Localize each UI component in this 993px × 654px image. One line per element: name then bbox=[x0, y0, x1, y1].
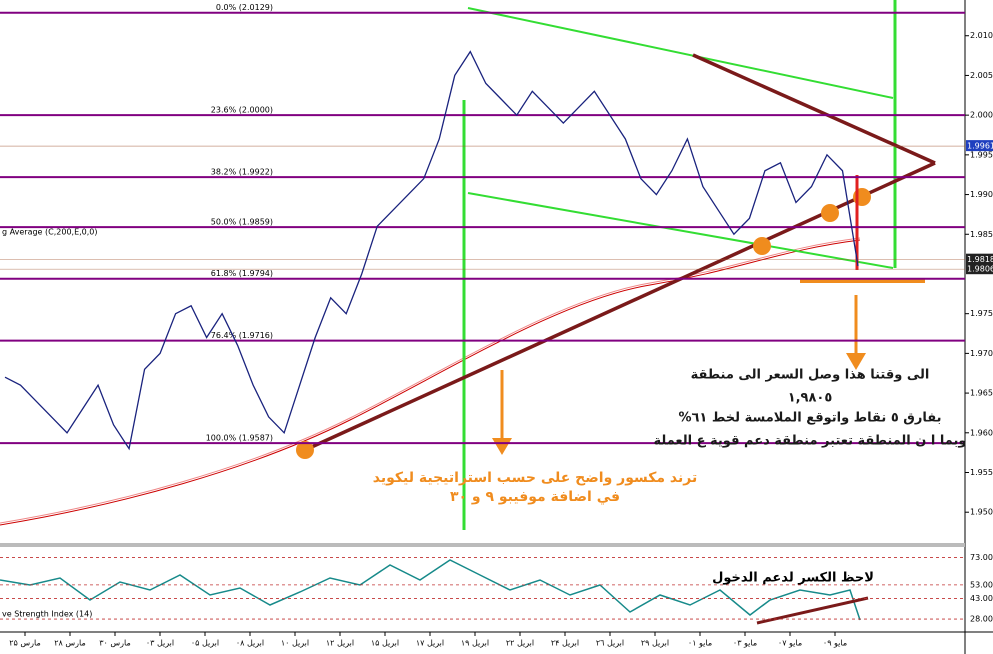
note-annotation: الى وقتنا هذا وصل السعر الى منطقة bbox=[691, 368, 930, 383]
x-tick-label: ابريل ۰۵ bbox=[191, 639, 219, 648]
x-tick-label: ابريل ۲۴ bbox=[551, 639, 579, 648]
rsi-tick-label: 28.00 bbox=[970, 615, 993, 624]
y-tick-label: 1.9650 bbox=[970, 389, 993, 398]
x-tick-label: مايو ۰۳ bbox=[733, 639, 757, 648]
trend-annotation: ترند مكسور واضح على حسب استراتيجية ليكوي… bbox=[373, 470, 697, 486]
x-tick-label: مايو ۰۱ bbox=[688, 639, 712, 648]
indicator-label: g Average (C,200,E,0,0) bbox=[2, 228, 98, 237]
fib-label: 76.4% (1.9716) bbox=[211, 331, 273, 340]
channel-bottom bbox=[467, 192, 894, 269]
touch-point bbox=[296, 441, 314, 459]
price-box-label: 1.9961 bbox=[967, 142, 993, 151]
y-tick-label: 1.9700 bbox=[970, 349, 993, 358]
rsi-tick-label: 43.00 bbox=[970, 594, 993, 603]
y-tick-label: 2.0000 bbox=[970, 111, 993, 120]
fib-label: 50.0% (1.9859) bbox=[211, 218, 273, 227]
channel-top bbox=[467, 7, 894, 99]
x-tick-label: ابريل ۲۲ bbox=[506, 639, 534, 648]
rsi-tick-label: 73.00 bbox=[970, 553, 993, 562]
x-tick-label: ابريل ۲۹ bbox=[641, 639, 669, 648]
price-box bbox=[966, 263, 993, 275]
x-tick-label: مايو ۰۹ bbox=[823, 639, 847, 648]
trend-line bbox=[692, 53, 936, 165]
trend-annotation: في اضافة موفيبو ٩ و ٣٠ bbox=[450, 489, 620, 505]
x-tick-label: ابريل ۱۷ bbox=[416, 639, 444, 648]
y-tick-label: 1.9900 bbox=[970, 190, 993, 199]
x-tick-label: ابريل ۱۵ bbox=[371, 639, 399, 648]
price-line-series bbox=[4, 50, 859, 451]
rsi-line bbox=[0, 559, 861, 621]
y-tick-label: 1.9600 bbox=[970, 428, 993, 437]
fib-label: 100.0% (1.9587) bbox=[206, 434, 273, 443]
y-tick-label: 2.0050 bbox=[970, 71, 993, 80]
price-box-label: 1.9806 bbox=[967, 265, 993, 274]
price-box bbox=[966, 140, 993, 152]
y-tick-label: 1.9500 bbox=[970, 508, 993, 517]
y-tick-label: 2.0100 bbox=[970, 31, 993, 40]
x-tick-label: ابريل ۰۸ bbox=[236, 639, 264, 648]
y-tick-label: 1.9550 bbox=[970, 468, 993, 477]
rsi-annotation: لاحظ الكسر لدعم الدخول bbox=[712, 571, 874, 586]
x-tick-label: ابريل ۱۰ bbox=[281, 639, 309, 648]
x-tick-label: ابريل ۲٦ bbox=[596, 639, 624, 648]
arrow-head bbox=[846, 353, 866, 370]
y-tick-label: 1.9950 bbox=[970, 150, 993, 159]
y-tick-label: 1.9850 bbox=[970, 230, 993, 239]
fib-label: 61.8% (1.9794) bbox=[211, 269, 273, 278]
x-tick-label: ابريل ۱۲ bbox=[326, 639, 354, 648]
fib-label: 38.2% (1.9922) bbox=[211, 168, 273, 177]
rsi-tick-label: 53.00 bbox=[970, 580, 993, 589]
touch-point bbox=[753, 237, 771, 255]
x-tick-label: مارس ۲۸ bbox=[54, 639, 86, 648]
x-tick-label: ابريل ۰۳ bbox=[146, 639, 174, 648]
x-tick-label: مايو ۰۷ bbox=[778, 639, 802, 648]
note-annotation: بفارق ٥ نقاط واتوقع الملامسة لخط ٦١% bbox=[678, 411, 941, 426]
x-tick-label: ابريل ۱۹ bbox=[461, 639, 489, 648]
note-annotation: وبما ا ن المنطقة تعتبر منطقة دعم قوية ع … bbox=[654, 434, 967, 449]
fib-label: 0.0% (2.0129) bbox=[216, 3, 273, 12]
price-box bbox=[966, 253, 993, 265]
indicator-label: ve Strength Index (14) bbox=[2, 610, 92, 619]
price-box-label: 1.9818 bbox=[967, 255, 993, 264]
touch-point bbox=[821, 204, 839, 222]
y-tick-label: 1.9750 bbox=[970, 309, 993, 318]
fib-label: 23.6% (2.0000) bbox=[211, 106, 273, 115]
x-tick-label: مارس ۳۰ bbox=[99, 639, 131, 648]
panel-separator bbox=[0, 543, 965, 547]
note-annotation: ١,٩٨٠٥ bbox=[788, 391, 833, 406]
x-tick-label: مارس ۲۵ bbox=[9, 639, 41, 648]
